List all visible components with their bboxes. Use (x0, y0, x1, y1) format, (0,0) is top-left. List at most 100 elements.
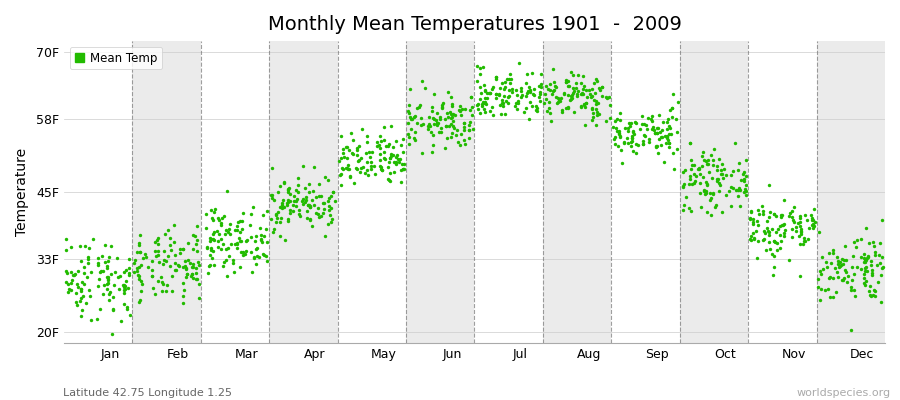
Point (213, 246, 228, 252)
Point (444, 120, 458, 127)
Point (589, 98, 603, 104)
Point (648, 130, 662, 136)
Point (64, 244, 78, 251)
Point (159, 282, 174, 288)
Point (791, 220, 806, 226)
Point (68, 270, 82, 277)
Point (60, 280, 75, 287)
Point (575, 90, 590, 97)
Point (760, 225, 774, 232)
Point (274, 214, 289, 221)
Point (566, 72, 580, 78)
Point (715, 170, 729, 177)
Point (265, 215, 279, 222)
Point (111, 274, 125, 280)
Point (762, 232, 777, 238)
Point (275, 197, 290, 203)
Point (699, 190, 714, 196)
Point (397, 161, 411, 168)
Point (300, 208, 314, 215)
Point (806, 217, 820, 224)
Point (607, 124, 621, 131)
Point (732, 185, 746, 191)
Point (826, 249, 841, 256)
Point (764, 250, 778, 257)
Point (70, 268, 85, 274)
Point (718, 192, 733, 198)
Point (825, 274, 840, 281)
Point (796, 235, 811, 242)
Point (733, 203, 747, 210)
Point (509, 106, 524, 112)
Point (715, 209, 729, 215)
Point (236, 210, 250, 216)
Point (167, 266, 182, 273)
Point (457, 120, 472, 127)
Point (482, 108, 497, 114)
Point (589, 76, 603, 82)
Point (547, 79, 562, 85)
Point (778, 227, 793, 233)
Point (248, 233, 263, 240)
Point (58, 247, 73, 253)
Point (526, 91, 540, 98)
Point (382, 141, 396, 147)
Point (854, 254, 868, 260)
Point (131, 298, 146, 305)
Point (875, 217, 889, 224)
Point (509, 86, 524, 93)
Point (868, 252, 882, 258)
Point (269, 211, 284, 218)
Point (866, 292, 880, 298)
Point (183, 260, 197, 267)
Point (281, 199, 295, 205)
Point (311, 181, 326, 187)
Point (394, 167, 409, 173)
Point (831, 274, 845, 280)
Point (189, 276, 203, 282)
Point (134, 262, 148, 268)
Point (104, 243, 118, 249)
Point (872, 252, 886, 258)
Point (145, 267, 159, 273)
Point (607, 136, 621, 142)
Point (320, 221, 335, 228)
Point (564, 93, 579, 99)
Point (769, 212, 783, 219)
Point (598, 94, 613, 100)
Point (346, 136, 360, 143)
Point (236, 248, 250, 255)
Point (592, 87, 607, 93)
Point (701, 161, 716, 167)
Point (703, 197, 717, 204)
Point (697, 187, 711, 194)
Point (502, 93, 517, 99)
Point (358, 170, 373, 176)
Point (146, 285, 160, 292)
Point (626, 131, 641, 137)
Point (101, 276, 115, 283)
Point (260, 208, 274, 214)
Point (217, 259, 231, 265)
Point (509, 92, 524, 98)
Point (832, 263, 847, 269)
Point (98, 242, 112, 248)
Point (215, 215, 230, 222)
Point (685, 162, 699, 168)
Point (167, 222, 182, 228)
Point (806, 206, 821, 212)
Point (395, 161, 410, 167)
Point (436, 100, 450, 106)
Point (382, 155, 397, 161)
Point (576, 101, 590, 108)
Point (102, 280, 116, 287)
Point (848, 293, 862, 299)
Point (859, 278, 873, 284)
Point (704, 195, 718, 202)
Point (519, 92, 534, 99)
Point (660, 133, 674, 139)
Point (712, 188, 726, 194)
Point (427, 91, 441, 98)
Point (103, 288, 117, 295)
Point (612, 129, 626, 136)
